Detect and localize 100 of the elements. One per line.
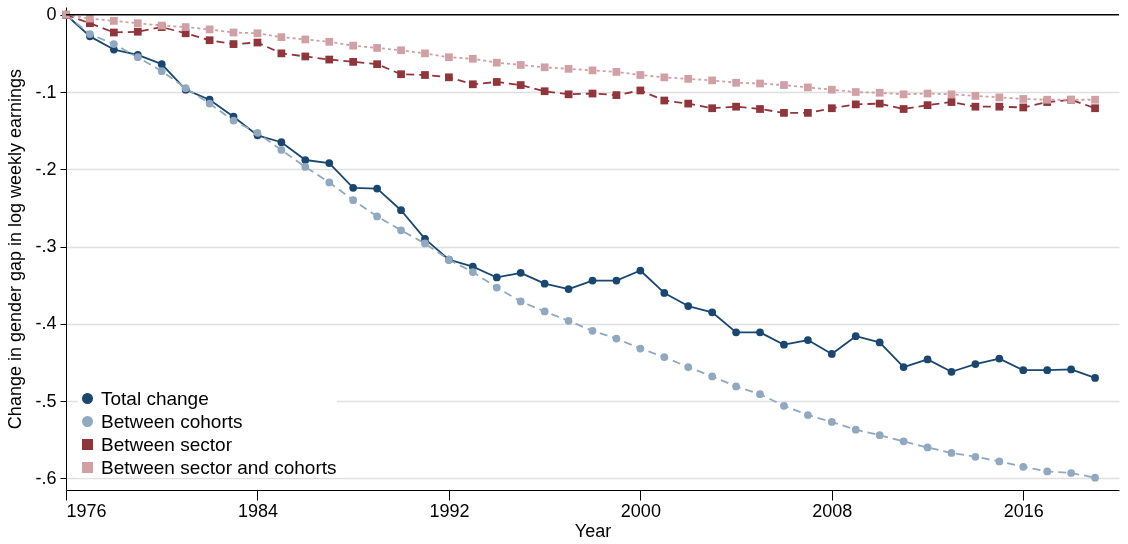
point	[1043, 366, 1052, 375]
point	[875, 99, 884, 108]
point	[851, 100, 860, 109]
point	[349, 196, 358, 205]
point	[421, 71, 429, 79]
point	[397, 70, 405, 79]
y-tick-label: 0	[46, 4, 57, 25]
point	[947, 98, 956, 106]
point	[923, 355, 932, 364]
point	[732, 78, 740, 87]
point	[1019, 95, 1028, 103]
point	[349, 183, 358, 192]
point	[780, 109, 788, 117]
point	[421, 49, 429, 58]
point	[1091, 104, 1099, 113]
point	[492, 283, 501, 292]
point	[373, 184, 381, 193]
point	[277, 138, 286, 147]
legend-label: Between cohorts	[101, 410, 243, 432]
y-tick-label: -.3	[35, 236, 57, 257]
point	[851, 425, 860, 434]
point	[277, 49, 286, 58]
point	[301, 163, 310, 171]
point	[157, 60, 166, 69]
x-axis-title: Year	[574, 520, 612, 541]
point	[205, 99, 214, 108]
point	[229, 116, 238, 125]
point	[349, 41, 358, 50]
point	[397, 46, 405, 55]
point	[923, 443, 932, 452]
point	[708, 76, 717, 85]
point	[516, 61, 525, 69]
point	[564, 285, 573, 293]
point	[995, 354, 1004, 363]
point	[660, 289, 669, 297]
point	[1091, 95, 1099, 104]
point	[516, 268, 525, 277]
point	[349, 58, 358, 66]
point	[899, 437, 908, 446]
point	[588, 326, 597, 335]
point	[205, 36, 214, 45]
point	[1019, 103, 1028, 112]
point	[875, 88, 884, 97]
point	[899, 90, 908, 99]
point	[732, 382, 740, 391]
point	[253, 29, 262, 38]
point	[708, 308, 717, 317]
point	[851, 88, 860, 96]
point	[301, 35, 310, 44]
point	[780, 81, 788, 89]
point	[468, 54, 477, 63]
point	[540, 307, 549, 316]
point	[804, 109, 812, 117]
point	[971, 452, 980, 461]
point	[86, 14, 94, 23]
point	[995, 457, 1004, 466]
point	[109, 28, 118, 37]
y-tick-label: -.1	[35, 81, 57, 102]
point	[373, 60, 381, 69]
point	[995, 102, 1004, 111]
point	[1091, 374, 1099, 382]
point	[588, 276, 597, 285]
point	[756, 328, 764, 337]
point	[636, 344, 645, 353]
point	[540, 63, 549, 72]
legend-label: Total change	[101, 387, 209, 409]
y-tick-label: -.6	[35, 467, 57, 488]
point	[899, 105, 908, 113]
point	[373, 44, 381, 52]
point	[516, 81, 525, 89]
point	[492, 273, 501, 282]
point	[684, 363, 693, 371]
legend-label: Between sector and cohorts	[101, 456, 337, 478]
point	[875, 431, 884, 439]
point	[947, 367, 956, 376]
point	[923, 101, 932, 110]
point	[445, 53, 453, 62]
point	[564, 316, 573, 325]
point	[325, 159, 334, 167]
x-tick-label: 2008	[812, 500, 853, 521]
x-tick-label: 2016	[1003, 500, 1044, 521]
point	[445, 73, 453, 82]
point	[468, 268, 477, 276]
point	[109, 17, 118, 25]
point	[708, 104, 717, 113]
x-tick-label: 2000	[620, 500, 661, 521]
point	[109, 40, 118, 48]
point	[540, 279, 549, 288]
point	[325, 178, 334, 187]
point	[971, 92, 980, 100]
point	[684, 99, 693, 108]
point	[181, 23, 190, 31]
point	[540, 87, 549, 96]
point	[612, 91, 621, 99]
point	[947, 90, 956, 99]
point	[1019, 366, 1028, 375]
point	[995, 93, 1004, 102]
point	[708, 372, 717, 381]
point	[804, 411, 812, 419]
point	[660, 73, 669, 82]
